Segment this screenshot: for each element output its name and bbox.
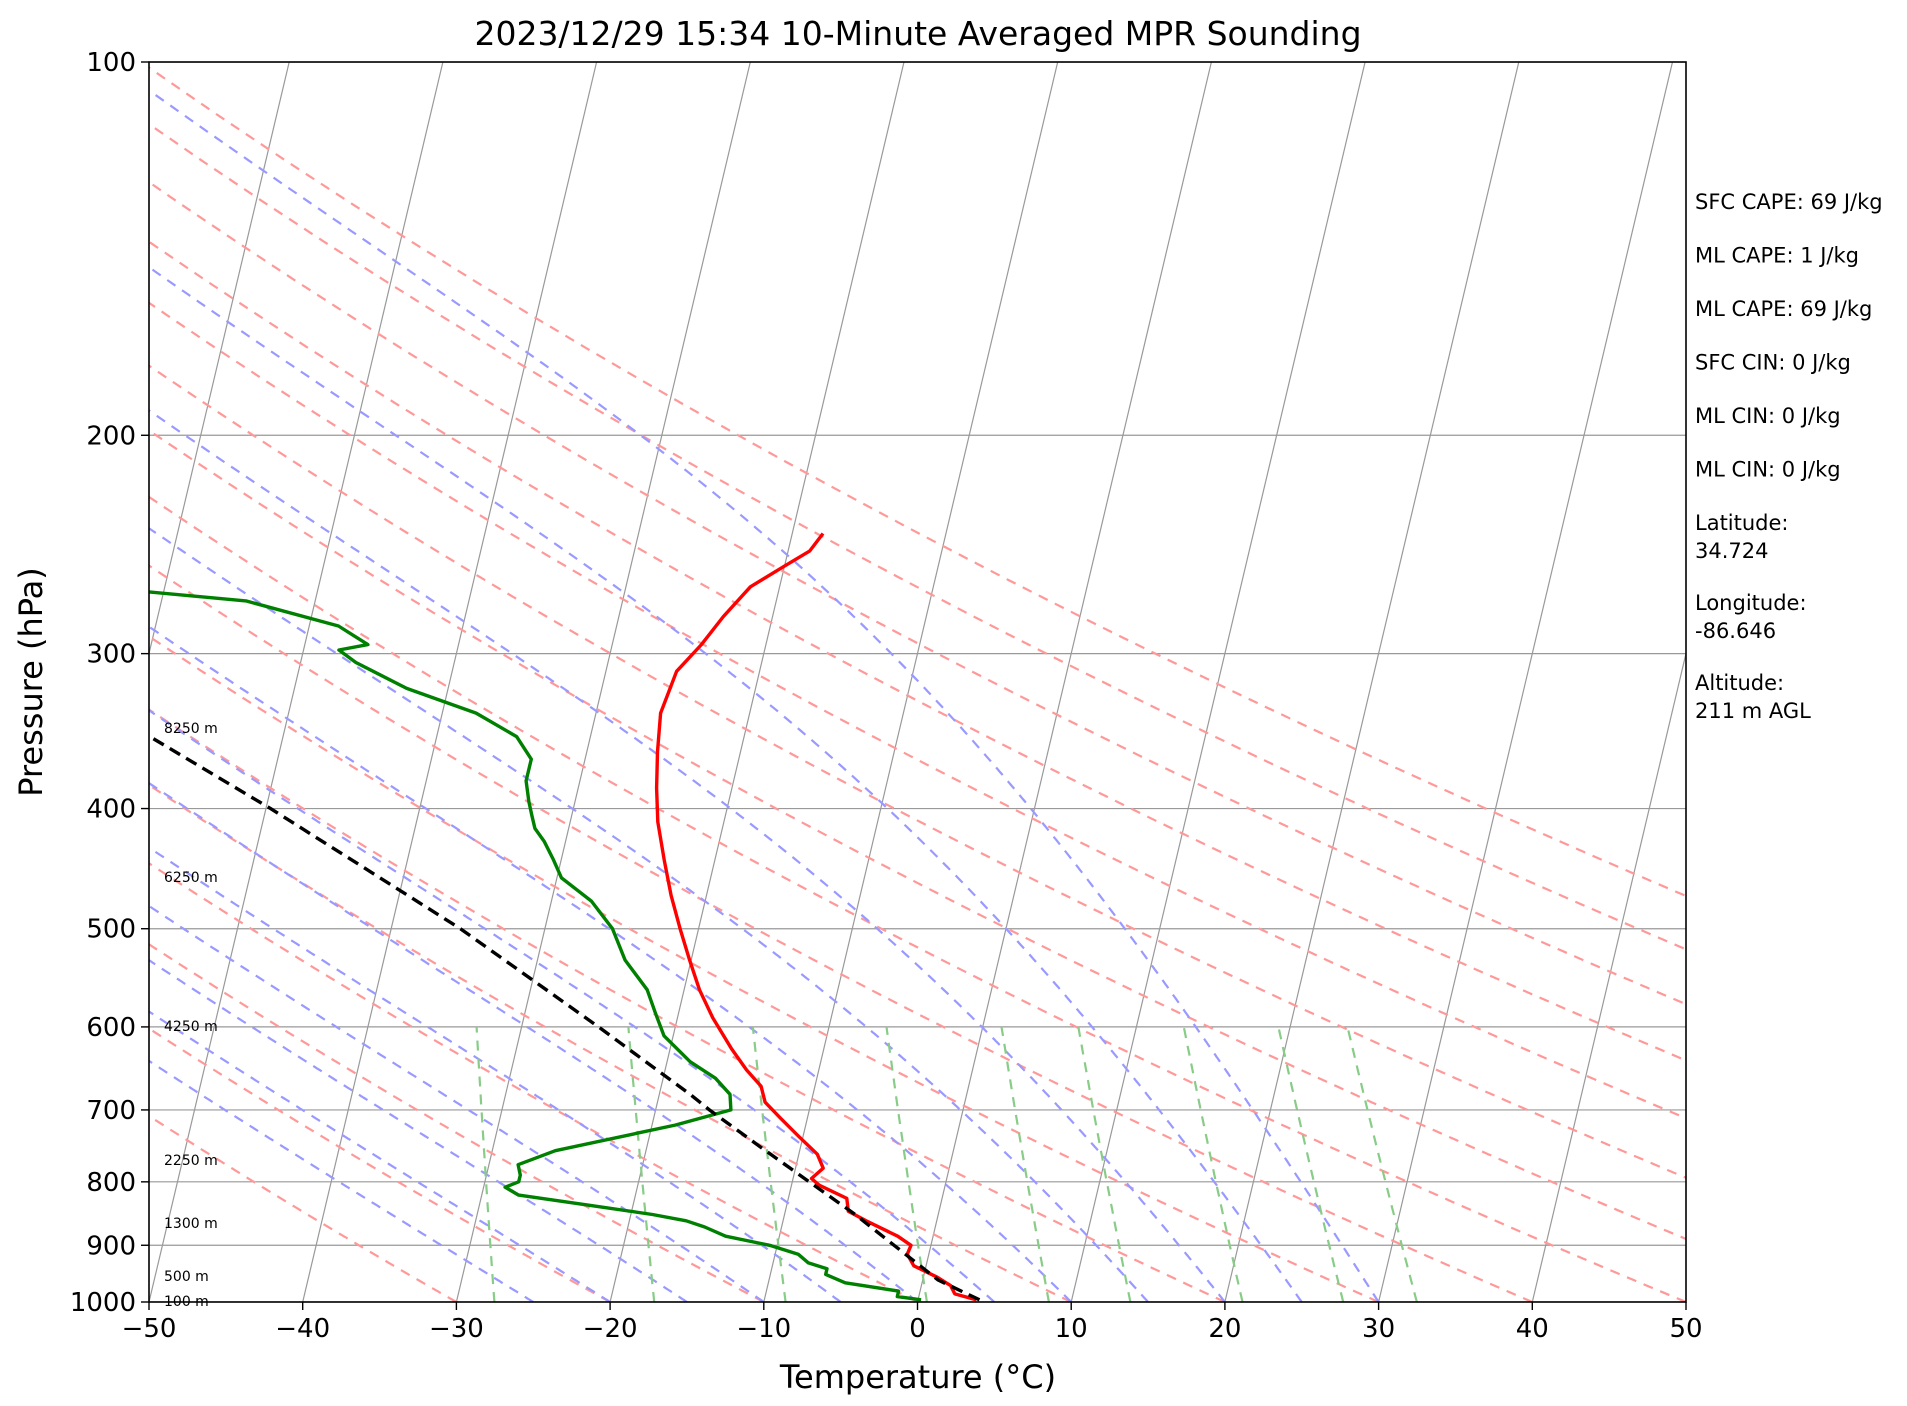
latitude-annotation: 34.724 [1695, 539, 1768, 563]
sfc-cape-annotation: SFC CAPE: 69 J/kg [1695, 190, 1883, 214]
x-tick-label: −50 [122, 1314, 177, 1344]
moist-adiabat [149, 625, 1072, 1302]
data-lines [149, 532, 981, 1302]
y-axis-label: Pressure (hPa) [12, 567, 50, 797]
isotherm-line [1531, 650, 1686, 1302]
height-label: 1300 m [164, 1216, 218, 1232]
parcel-profile-line [149, 734, 981, 1302]
x-tick-label: −10 [736, 1314, 791, 1344]
isotherm-line [1070, 62, 1366, 1302]
isotherm-line [916, 62, 1212, 1302]
longitude-annotation: -86.646 [1695, 619, 1776, 643]
isotherm-line [1224, 62, 1520, 1302]
mixing-ratio-line [751, 1026, 787, 1302]
ml-cin-2-annotation: ML CIN: 0 J/kg [1695, 458, 1841, 482]
temperature-profile-line [654, 532, 977, 1302]
sfc-cin-annotation: SFC CIN: 0 J/kg [1695, 351, 1851, 375]
y-tick-label: 400 [86, 795, 136, 825]
height-label: 6250 m [164, 870, 218, 886]
background-lines [149, 62, 1686, 1302]
y-tick-label: 300 [86, 640, 136, 670]
moist-adiabat [149, 904, 765, 1302]
x-tick-label: −20 [583, 1314, 638, 1344]
moist-adiabat [149, 526, 1149, 1302]
mixing-ratio-line [627, 1026, 656, 1302]
longitude-annotation: Longitude: [1695, 591, 1807, 615]
mixing-ratio-line [1277, 1026, 1345, 1302]
y-tick-label: 700 [86, 1096, 136, 1126]
latitude-annotation: Latitude: [1695, 511, 1789, 535]
mixing-ratio-line [1346, 1026, 1418, 1302]
x-tick-label: 50 [1669, 1314, 1702, 1344]
moist-adiabat [149, 958, 688, 1302]
dry-adiabat [149, 635, 1380, 1302]
dry-adiabat [149, 495, 1686, 1302]
x-tick-label: 0 [909, 1314, 926, 1344]
x-tick-label: −40 [275, 1314, 330, 1344]
y-tick-label: 200 [86, 421, 136, 451]
chart-title: 2023/12/29 15:34 10-Minute Averaged MPR … [474, 14, 1361, 53]
height-labels: 100 m 500 m 1300 m 2250 m 4250 m 6250 m 8250 m [164, 721, 218, 1310]
isotherm-line [609, 62, 905, 1302]
ml-cin-1-annotation: ML CIN: 0 J/kg [1695, 404, 1841, 428]
moist-adiabat [149, 846, 842, 1302]
mixing-ratio-line [885, 1026, 928, 1302]
y-tick-label: 800 [86, 1168, 136, 1198]
y-tick-label: 600 [86, 1013, 136, 1043]
height-label: 2250 m [164, 1153, 218, 1169]
mixing-ratio-line [1182, 1026, 1244, 1302]
mixing-ratio-line [1077, 1026, 1132, 1302]
moist-adiabat [149, 409, 1226, 1302]
height-label: 8250 m [164, 721, 218, 737]
dry-adiabat [149, 240, 1686, 1062]
ml-cape-1-annotation: ML CAPE: 1 J/kg [1695, 244, 1859, 268]
dry-adiabat [149, 66, 1686, 898]
y-tick-label: 500 [86, 915, 136, 945]
isotherm-line [455, 62, 751, 1302]
dewpoint-profile-line [149, 590, 922, 1302]
ml-cape-2-annotation: ML CAPE: 69 J/kg [1695, 297, 1872, 321]
x-tick-label: −30 [429, 1314, 484, 1344]
y-tick-label: 900 [86, 1231, 136, 1261]
dry-adiabat [149, 1114, 457, 1302]
x-tick-label: 20 [1208, 1314, 1241, 1344]
altitude-annotation: Altitude: [1695, 671, 1784, 695]
dry-adiabat [149, 783, 1072, 1302]
height-label: 4250 m [164, 1019, 218, 1035]
dry-adiabat [149, 364, 1686, 1179]
isotherm-line [1378, 62, 1674, 1302]
moist-adiabat [149, 88, 1380, 1302]
dry-adiabat [149, 180, 1686, 1006]
isotherm-line [149, 62, 290, 657]
x-tick-label: 30 [1362, 1314, 1395, 1344]
isotherm-line [149, 62, 444, 1302]
dry-adiabat [149, 564, 1533, 1302]
height-label: 100 m [164, 1294, 209, 1310]
mixing-ratio-line [1000, 1026, 1050, 1302]
dry-adiabat [149, 943, 765, 1302]
dry-adiabat [149, 708, 1226, 1302]
x-axis-label: Temperature (°C) [779, 1358, 1056, 1396]
dry-adiabat [149, 301, 1686, 1120]
isotherm-line [302, 62, 598, 1302]
isotherm-line [763, 62, 1059, 1302]
annotation-panel: SFC CAPE: 69 J/kg ML CAPE: 1 J/kg ML CAPE:… [1695, 190, 1883, 723]
mixing-ratio-line [475, 1026, 496, 1302]
y-tick-label: 100 [86, 48, 136, 78]
moist-adiabat [149, 709, 996, 1302]
dry-adiabat [149, 429, 1686, 1241]
x-tick-label: 40 [1516, 1314, 1549, 1344]
altitude-annotation: 211 m AGL [1695, 699, 1811, 723]
moist-adiabat [149, 1010, 611, 1302]
moist-adiabat [149, 1059, 534, 1302]
y-tick-label: 1000 [70, 1288, 136, 1318]
moist-adiabat [149, 265, 1303, 1302]
axis-ticks: −50 −40 −30 −20 −10 0 10 20 30 40 50 100 200 300 400 50… [70, 48, 1703, 1344]
dry-adiabat [149, 862, 918, 1302]
moist-adiabat [149, 781, 919, 1302]
height-label: 500 m [164, 1269, 209, 1285]
x-tick-label: 10 [1055, 1314, 1088, 1344]
